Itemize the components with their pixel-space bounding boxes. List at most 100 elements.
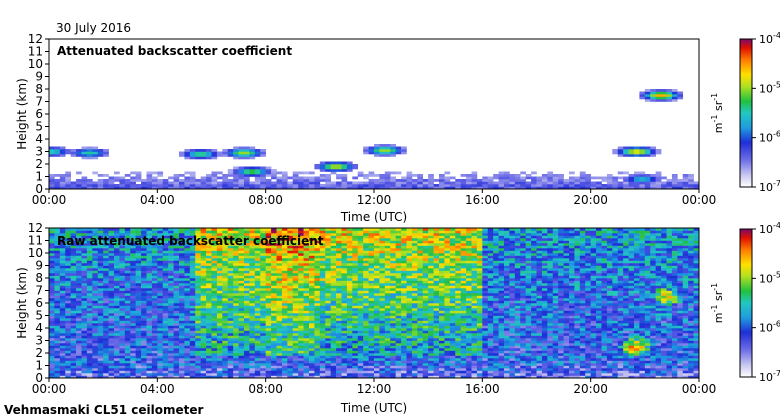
heatmap-cell — [76, 149, 82, 152]
heatmap-cell — [222, 335, 229, 339]
heatmap-cell — [363, 305, 369, 309]
heatmap-cell — [644, 96, 651, 100]
heatmap-cell — [206, 295, 212, 299]
heatmap-cell — [379, 154, 386, 157]
heatmap-cell — [173, 186, 180, 190]
heatmap-cell — [292, 288, 299, 291]
heatmap-cell — [265, 260, 272, 264]
heatmap-cell — [124, 243, 131, 246]
heatmap-cell — [92, 233, 99, 236]
heatmap-cell — [298, 245, 304, 249]
heatmap-cell — [195, 288, 201, 291]
heatmap-cell — [59, 350, 66, 354]
heatmap-cell — [260, 278, 266, 281]
heatmap-cell — [352, 328, 359, 331]
heatmap-cell — [368, 293, 375, 296]
heatmap-cell — [168, 323, 174, 326]
heatmap-cell — [216, 280, 223, 284]
heatmap-cell — [265, 368, 272, 371]
heatmap-cell — [254, 186, 261, 190]
heatmap-cell — [509, 184, 516, 187]
heatmap-cell — [455, 184, 461, 187]
heatmap-cell — [363, 288, 369, 291]
heatmap-cell — [76, 290, 82, 294]
heatmap-cell — [184, 285, 191, 289]
heatmap-cell — [141, 268, 147, 271]
heatmap-cell — [314, 360, 321, 364]
heatmap-cell — [97, 308, 104, 311]
heatmap-cell — [395, 308, 402, 311]
heatmap-cell — [179, 363, 185, 366]
heatmap-cell — [222, 325, 229, 329]
heatmap-cell — [162, 290, 169, 294]
heatmap-cell — [173, 293, 180, 296]
heatmap-cell — [124, 285, 131, 289]
heatmap-cell — [309, 248, 315, 251]
heatmap-cell — [319, 335, 326, 339]
heatmap-cell — [346, 181, 353, 185]
heatmap-cell — [173, 375, 180, 379]
heatmap-cell — [265, 318, 272, 321]
heatmap-cell — [114, 358, 120, 361]
heatmap-cell — [146, 250, 153, 254]
heatmap-cell — [184, 228, 191, 231]
heatmap-cell — [260, 260, 266, 264]
heatmap-cell — [70, 365, 77, 369]
heatmap-cell — [146, 243, 153, 246]
heatmap-cell — [124, 340, 131, 344]
heatmap-cell — [86, 300, 93, 304]
heatmap-cell — [352, 181, 359, 185]
heatmap-cell — [254, 370, 261, 374]
heatmap-cell — [86, 283, 93, 286]
heatmap-cell — [276, 313, 283, 316]
heatmap-cell — [141, 365, 147, 369]
heatmap-cell — [146, 174, 153, 177]
heatmap-cell — [265, 169, 272, 172]
heatmap-cell — [119, 363, 126, 366]
heatmap-cell — [541, 174, 548, 177]
heatmap-cell — [70, 313, 77, 316]
heatmap-cell — [341, 358, 348, 361]
heatmap-cell — [103, 343, 109, 346]
heatmap-cell — [141, 360, 147, 364]
heatmap-cell — [401, 320, 407, 324]
heatmap-cell — [49, 365, 55, 369]
heatmap-cell — [195, 335, 201, 339]
heatmap-cell — [439, 181, 445, 185]
heatmap-cell — [238, 275, 245, 279]
heatmap-cell — [119, 288, 126, 291]
heatmap-cell — [379, 265, 386, 269]
heatmap-cell — [612, 186, 619, 190]
heatmap-cell — [281, 283, 288, 286]
heatmap-cell — [254, 263, 261, 266]
heatmap-cell — [330, 363, 337, 366]
heatmap-cell — [498, 179, 505, 182]
heatmap-cell — [504, 186, 510, 190]
heatmap-cell — [141, 263, 147, 266]
heatmap-cell — [330, 338, 337, 341]
heatmap-cell — [628, 176, 635, 180]
heatmap-cell — [86, 323, 93, 326]
heatmap-cell — [206, 318, 212, 321]
heatmap-cell — [211, 310, 218, 314]
heatmap-cell — [612, 181, 619, 185]
heatmap-cell — [325, 290, 331, 294]
heatmap-cell — [357, 363, 364, 366]
heatmap-cell — [151, 273, 158, 276]
heatmap-cell — [677, 94, 684, 97]
x-tick-label: 12:00 — [357, 193, 392, 207]
heatmap-cell — [86, 240, 93, 244]
heatmap-cell — [130, 280, 136, 284]
heatmap-cell — [206, 255, 212, 259]
heatmap-cell — [86, 250, 93, 254]
heatmap-cell — [390, 370, 396, 374]
heatmap-cell — [249, 353, 256, 356]
heatmap-cell — [233, 243, 239, 246]
heatmap-cell — [249, 298, 256, 301]
heatmap-cell — [292, 265, 299, 269]
heatmap-cell — [341, 338, 348, 341]
heatmap-cell — [81, 310, 88, 314]
heatmap-cell — [395, 228, 402, 231]
heatmap-cell — [168, 285, 174, 289]
heatmap-cell — [276, 283, 283, 286]
